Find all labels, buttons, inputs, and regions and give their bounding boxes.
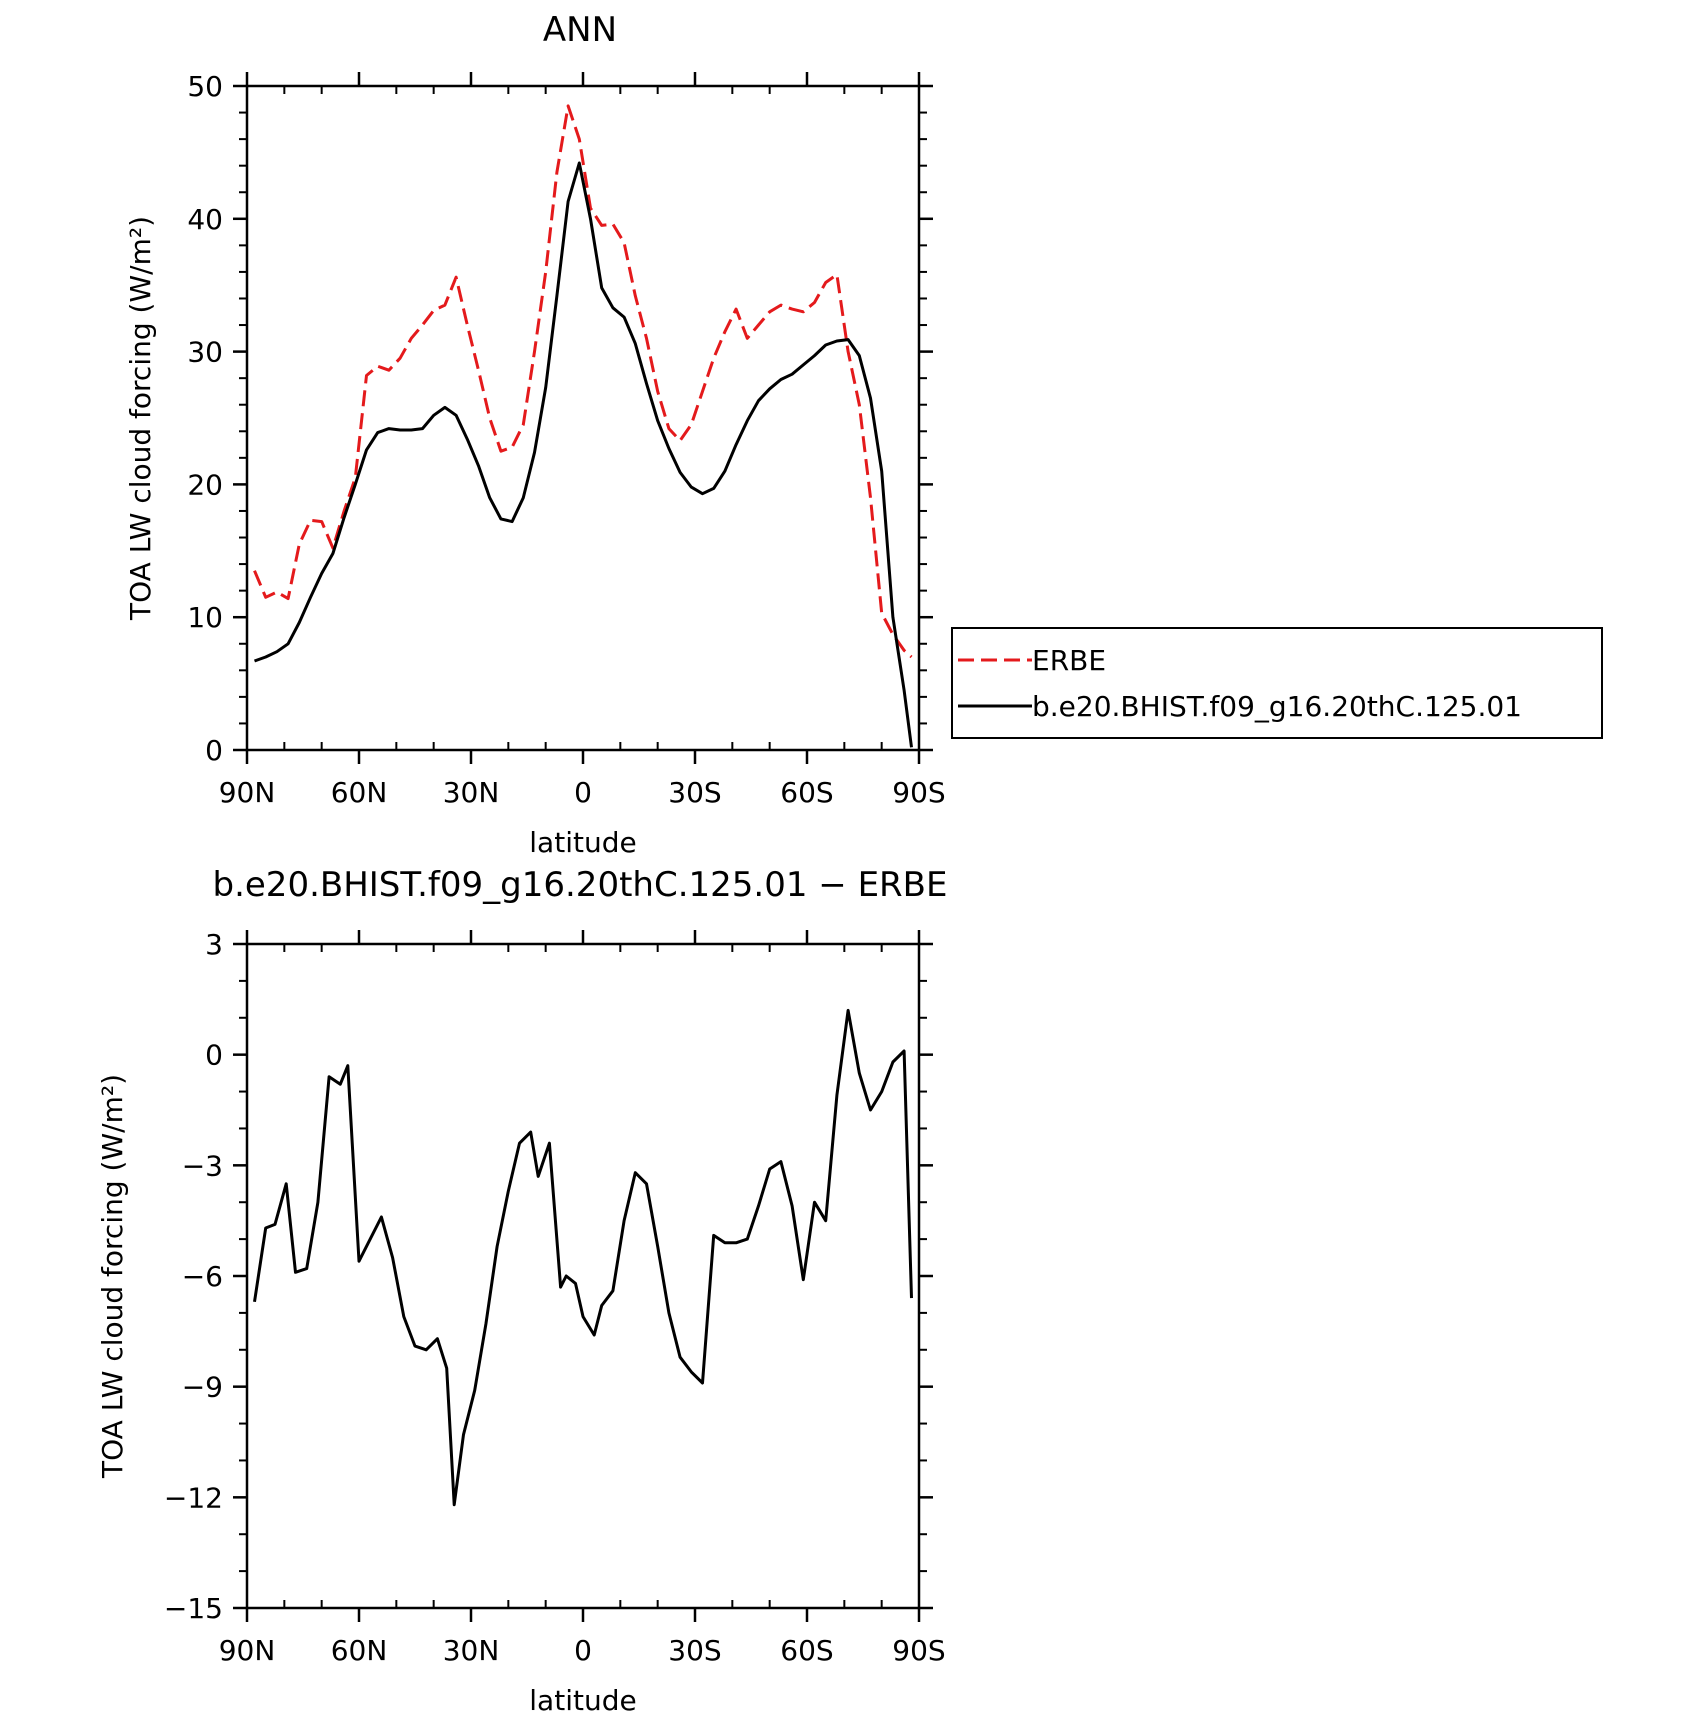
legend-box: [951, 627, 1603, 739]
y-tick-label: −15: [164, 1592, 223, 1625]
series-line-2: [253, 161, 913, 748]
y-tick-label: 40: [187, 203, 223, 236]
x-tick-label: 60S: [780, 1634, 833, 1667]
y-axis-label: TOA LW cloud forcing (W/m²): [124, 216, 157, 621]
x-tick-label: 30N: [443, 776, 500, 809]
chart-title: ANN: [543, 10, 617, 50]
x-tick-label: 60S: [780, 776, 833, 809]
y-tick-label: 30: [187, 336, 223, 369]
x-tick-label: 0: [574, 1634, 592, 1667]
legend-entry: ERBE: [1032, 644, 1106, 677]
y-tick-label: −6: [182, 1260, 223, 1293]
x-axis-label: latitude: [529, 826, 636, 859]
x-tick-label: 30S: [668, 776, 721, 809]
y-tick-label: 10: [187, 601, 223, 634]
y-tick-label: 0: [205, 1039, 223, 1072]
x-tick-label: 60N: [331, 1634, 388, 1667]
x-tick-label: 90N: [219, 1634, 276, 1667]
x-tick-label: 90S: [892, 776, 945, 809]
chart-title: b.e20.BHIST.f09_g16.20thC.125.01 − ERBE: [213, 865, 948, 905]
x-tick-label: 90S: [892, 1634, 945, 1667]
y-tick-label: 3: [205, 928, 223, 961]
x-tick-label: 60N: [331, 776, 388, 809]
y-tick-label: 0: [205, 734, 223, 767]
x-tick-label: 30N: [443, 1634, 500, 1667]
y-tick-label: −3: [182, 1149, 223, 1182]
y-tick-label: −12: [164, 1481, 223, 1514]
series-line-1: [253, 104, 913, 659]
series-line-1: [253, 1008, 913, 1507]
x-axis-label: latitude: [529, 1684, 636, 1717]
x-tick-label: 30S: [668, 1634, 721, 1667]
y-tick-label: −9: [182, 1371, 223, 1404]
x-tick-label: 0: [574, 776, 592, 809]
x-tick-label: 90N: [219, 776, 276, 809]
plot-frame: [245, 942, 921, 1610]
legend: ERBE b.e20.BHIST.f09_g16.20thC.125.01: [951, 627, 1603, 739]
y-axis-label: TOA LW cloud forcing (W/m²): [96, 1074, 129, 1479]
y-tick-label: 20: [187, 468, 223, 501]
y-tick-label: 50: [187, 70, 223, 103]
chart-panel-1: ANN 90N 60N 30N 0 30S 60S 90S 0 10 20 30 40 50 latitud…: [124, 10, 1603, 859]
chart-panel-2: b.e20.BHIST.f09_g16.20thC.125.01 − ERBE 9…: [96, 865, 947, 1717]
legend-entry: b.e20.BHIST.f09_g16.20thC.125.01: [1032, 690, 1522, 723]
